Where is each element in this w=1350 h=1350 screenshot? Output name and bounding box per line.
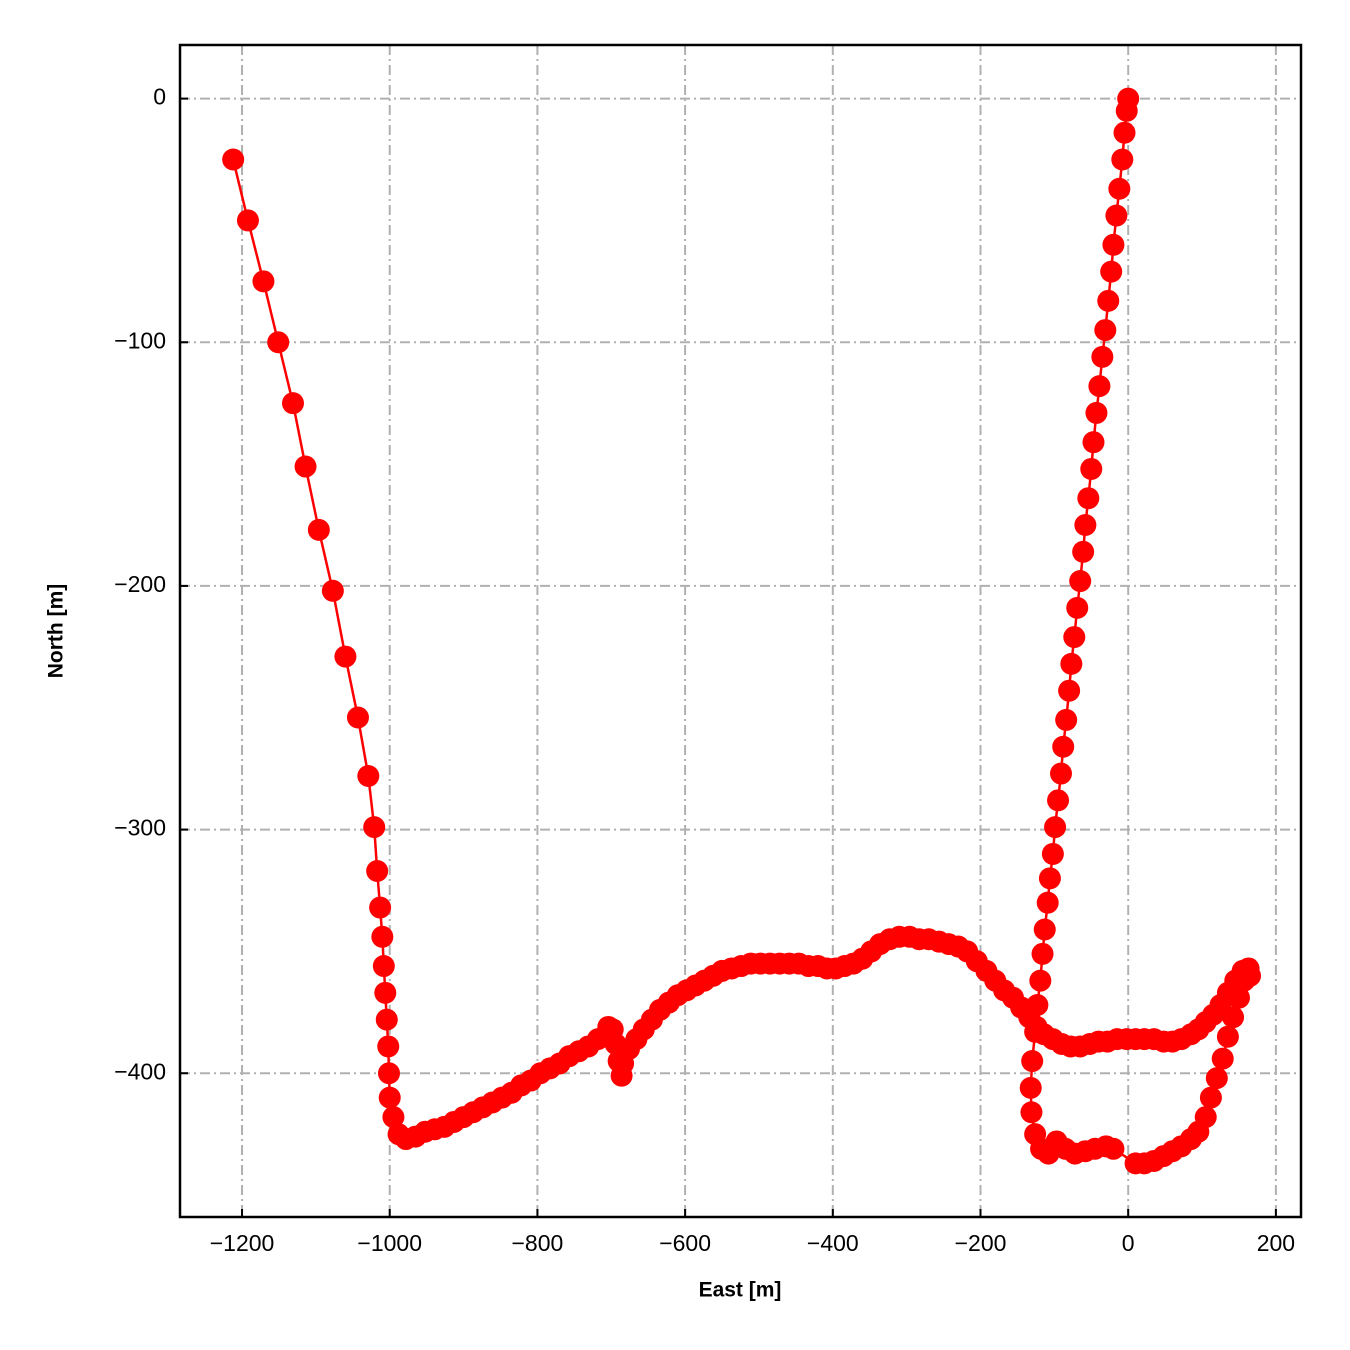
marker bbox=[1029, 969, 1052, 992]
marker bbox=[1047, 789, 1070, 812]
marker bbox=[294, 455, 317, 478]
marker bbox=[1216, 1025, 1239, 1048]
marker bbox=[1113, 121, 1136, 144]
marker bbox=[1199, 1086, 1222, 1109]
marker bbox=[1038, 867, 1061, 890]
marker bbox=[1021, 1050, 1044, 1073]
y-axis-label: North [m] bbox=[45, 584, 68, 678]
marker bbox=[1058, 679, 1081, 702]
marker bbox=[1102, 233, 1125, 256]
marker bbox=[1063, 626, 1086, 649]
marker bbox=[1033, 918, 1056, 941]
marker bbox=[374, 981, 397, 1004]
marker bbox=[1091, 345, 1114, 368]
marker bbox=[363, 816, 386, 839]
marker bbox=[1031, 942, 1054, 965]
marker bbox=[387, 1123, 410, 1146]
marker bbox=[1085, 401, 1108, 424]
marker bbox=[1041, 842, 1064, 865]
marker bbox=[1036, 891, 1059, 914]
marker bbox=[369, 896, 392, 919]
marker bbox=[1055, 708, 1078, 731]
marker bbox=[375, 1008, 398, 1031]
marker bbox=[334, 645, 357, 668]
marker bbox=[1069, 570, 1092, 593]
marker bbox=[1082, 431, 1105, 454]
marker bbox=[1020, 1101, 1043, 1124]
marker bbox=[357, 764, 380, 787]
x-tick-label: −200 bbox=[955, 1230, 1007, 1256]
marker bbox=[377, 1035, 400, 1058]
y-tick-label: −200 bbox=[114, 571, 166, 597]
marker bbox=[1074, 514, 1097, 537]
marker bbox=[1019, 1076, 1042, 1099]
marker bbox=[321, 579, 344, 602]
marker bbox=[1111, 148, 1134, 171]
marker bbox=[1049, 762, 1072, 785]
y-tick-label: −100 bbox=[114, 327, 166, 353]
marker bbox=[377, 1062, 400, 1085]
marker bbox=[1194, 1106, 1217, 1129]
marker bbox=[1115, 99, 1138, 122]
marker bbox=[382, 1106, 405, 1129]
plot-frame bbox=[178, 43, 1303, 1219]
x-tick-label: −1000 bbox=[357, 1230, 422, 1256]
marker bbox=[1044, 816, 1067, 839]
x-tick-label: −400 bbox=[807, 1230, 859, 1256]
marker bbox=[366, 860, 389, 883]
marker bbox=[1105, 204, 1128, 227]
marker bbox=[1052, 735, 1075, 758]
marker bbox=[1077, 487, 1100, 510]
marker bbox=[1060, 652, 1083, 675]
marker bbox=[222, 148, 245, 171]
y-tick-label: −300 bbox=[114, 815, 166, 841]
x-tick-label: 200 bbox=[1257, 1230, 1295, 1256]
y-tick-label: 0 bbox=[153, 84, 166, 110]
marker bbox=[372, 955, 395, 978]
marker bbox=[236, 209, 259, 232]
marker bbox=[1080, 457, 1103, 480]
marker bbox=[1108, 177, 1131, 200]
x-tick-label: −800 bbox=[512, 1230, 564, 1256]
marker bbox=[1072, 540, 1095, 563]
marker bbox=[267, 331, 290, 354]
x-tick-label: −600 bbox=[659, 1230, 711, 1256]
x-tick-label: 0 bbox=[1122, 1230, 1135, 1256]
marker bbox=[371, 925, 394, 948]
y-tick-label: −400 bbox=[114, 1058, 166, 1084]
x-tick-label: −1200 bbox=[210, 1230, 275, 1256]
marker bbox=[1097, 289, 1120, 312]
marker bbox=[307, 518, 330, 541]
marker bbox=[346, 706, 369, 729]
marker bbox=[1211, 1047, 1234, 1070]
marker bbox=[1205, 1067, 1228, 1090]
marker bbox=[378, 1086, 401, 1109]
marker bbox=[1094, 319, 1117, 342]
marker bbox=[1066, 596, 1089, 619]
marker bbox=[1088, 375, 1111, 398]
marker bbox=[1102, 1137, 1125, 1160]
marker bbox=[281, 392, 304, 415]
marker bbox=[1100, 260, 1123, 283]
marker bbox=[607, 1050, 630, 1073]
marker bbox=[252, 270, 275, 293]
x-axis-label: East [m] bbox=[699, 1279, 782, 1302]
